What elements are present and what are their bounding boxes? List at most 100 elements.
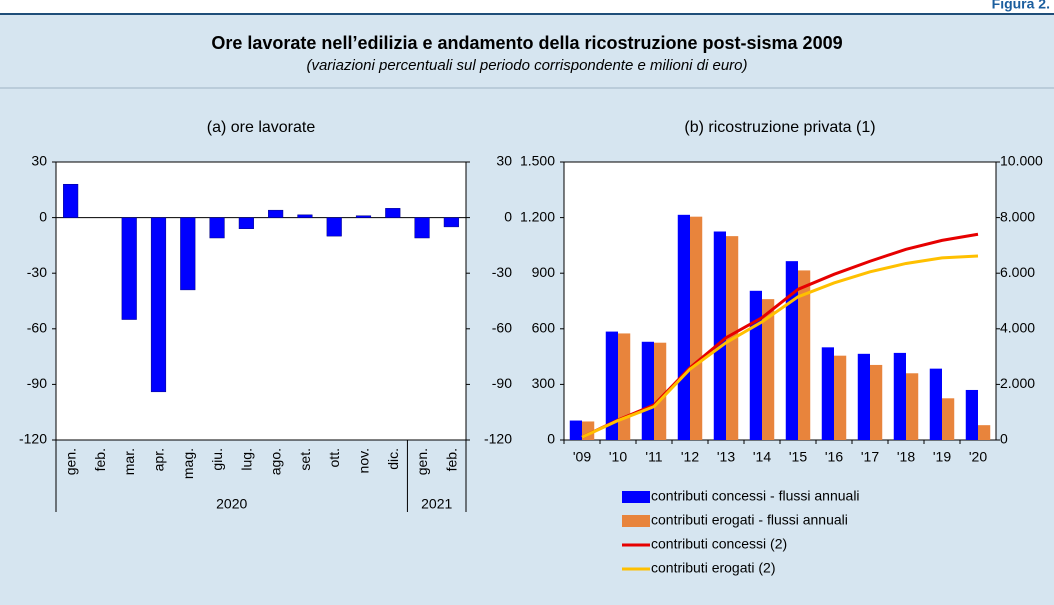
bar bbox=[443, 217, 459, 228]
bar bbox=[385, 208, 401, 218]
y2-tick-label: 30 bbox=[496, 153, 512, 169]
y2-tick-label: 4.000 bbox=[1000, 320, 1035, 336]
x-tick-label: '20 bbox=[969, 449, 987, 465]
y2-tick-label: 6.000 bbox=[1000, 264, 1035, 280]
x-tick-label: gen. bbox=[414, 448, 430, 475]
y-tick-label: 600 bbox=[532, 320, 556, 336]
bar bbox=[762, 299, 775, 440]
top-strip bbox=[0, 0, 1054, 14]
bar bbox=[326, 217, 342, 237]
group-label: 2021 bbox=[421, 496, 452, 512]
x-tick-label: lug. bbox=[238, 448, 254, 471]
bar bbox=[297, 214, 313, 218]
y-tick-label: 0 bbox=[547, 431, 555, 447]
y2-tick-label: 8.000 bbox=[1000, 208, 1035, 224]
y-tick-label: 1.200 bbox=[520, 208, 555, 224]
bar bbox=[929, 368, 942, 440]
x-tick-label: '15 bbox=[789, 449, 807, 465]
y-tick-label: -120 bbox=[19, 431, 47, 447]
bar bbox=[713, 231, 726, 440]
legend-label: contributi concessi (2) bbox=[651, 536, 787, 552]
bar bbox=[834, 355, 847, 440]
y2-tick-label: -30 bbox=[492, 264, 512, 280]
bar bbox=[569, 420, 582, 440]
bar bbox=[180, 217, 196, 291]
y2-tick-label: 0 bbox=[504, 208, 512, 224]
y-tick-label: 900 bbox=[532, 264, 556, 280]
x-tick-label: apr. bbox=[151, 448, 167, 471]
bar bbox=[978, 425, 991, 440]
x-tick-label: '18 bbox=[897, 449, 915, 465]
y-tick-label: 30 bbox=[31, 153, 47, 169]
legend-swatch bbox=[622, 515, 650, 527]
x-tick-label: ott. bbox=[326, 448, 342, 467]
panel-title: (b) ricostruzione privata (1) bbox=[684, 119, 875, 136]
bar bbox=[618, 333, 631, 440]
figure-label: Figura 2. bbox=[992, 0, 1050, 12]
x-tick-label: '10 bbox=[609, 449, 627, 465]
group-label: 2020 bbox=[216, 496, 247, 512]
x-tick-label: feb. bbox=[443, 448, 459, 471]
legend-swatch bbox=[622, 491, 650, 503]
y-tick-label: 300 bbox=[532, 375, 556, 391]
bar bbox=[785, 261, 798, 440]
y2-tick-label: 10.000 bbox=[1000, 153, 1043, 169]
x-tick-label: mag. bbox=[180, 448, 196, 479]
bar bbox=[965, 389, 978, 440]
line bbox=[581, 254, 979, 439]
bar bbox=[870, 364, 883, 440]
bar bbox=[821, 347, 834, 440]
bar bbox=[209, 217, 225, 239]
bar bbox=[605, 331, 618, 440]
y-tick-label: 0 bbox=[39, 208, 47, 224]
title: Ore lavorate nell’edilizia e andamento d… bbox=[211, 33, 842, 53]
y-tick-label: -90 bbox=[27, 375, 47, 391]
x-tick-label: '12 bbox=[681, 449, 699, 465]
bar bbox=[121, 217, 137, 320]
bar bbox=[857, 353, 870, 440]
panel-title: (a) ore lavorate bbox=[207, 119, 316, 136]
x-tick-label: mar. bbox=[121, 448, 137, 475]
y-tick-label: 1.500 bbox=[520, 153, 555, 169]
y2-tick-label: 2.000 bbox=[1000, 375, 1035, 391]
bar bbox=[690, 216, 703, 440]
x-tick-label: feb. bbox=[92, 448, 108, 471]
bar bbox=[654, 342, 667, 440]
bar bbox=[942, 398, 955, 440]
x-tick-label: '11 bbox=[645, 449, 662, 465]
x-tick-label: dic. bbox=[385, 448, 401, 470]
plot-area bbox=[55, 161, 467, 441]
x-tick-label: '09 bbox=[573, 449, 591, 465]
y-tick-label: -30 bbox=[27, 264, 47, 280]
legend-label: contributi concessi - flussi annuali bbox=[651, 488, 860, 504]
bar bbox=[906, 373, 919, 440]
bar bbox=[355, 215, 372, 218]
x-tick-label: set. bbox=[297, 448, 313, 471]
x-tick-label: '14 bbox=[753, 449, 771, 465]
bar bbox=[798, 270, 811, 440]
bar bbox=[63, 183, 79, 218]
x-tick-label: gen. bbox=[63, 448, 79, 475]
bar bbox=[414, 217, 430, 239]
bar bbox=[150, 217, 167, 393]
x-tick-label: '19 bbox=[933, 449, 951, 465]
x-tick-label: '16 bbox=[825, 449, 843, 465]
legend-label: contributi erogati - flussi annuali bbox=[651, 512, 848, 528]
y2-tick-label: -120 bbox=[484, 431, 512, 447]
x-tick-label: ago. bbox=[268, 448, 284, 475]
legend-label: contributi erogati (2) bbox=[651, 560, 776, 576]
y-tick-label: -60 bbox=[27, 320, 47, 336]
y2-tick-label: 0 bbox=[1000, 431, 1008, 447]
x-tick-label: '17 bbox=[861, 449, 879, 465]
bar bbox=[749, 290, 762, 440]
plot-area bbox=[563, 161, 997, 441]
y2-tick-label: -90 bbox=[492, 375, 512, 391]
x-tick-label: '13 bbox=[717, 449, 735, 465]
subtitle: (variazioni percentuali sul periodo corr… bbox=[306, 57, 747, 74]
bar bbox=[893, 352, 906, 440]
x-tick-label: giu. bbox=[209, 448, 225, 471]
bar bbox=[641, 341, 654, 440]
bar bbox=[677, 214, 690, 440]
